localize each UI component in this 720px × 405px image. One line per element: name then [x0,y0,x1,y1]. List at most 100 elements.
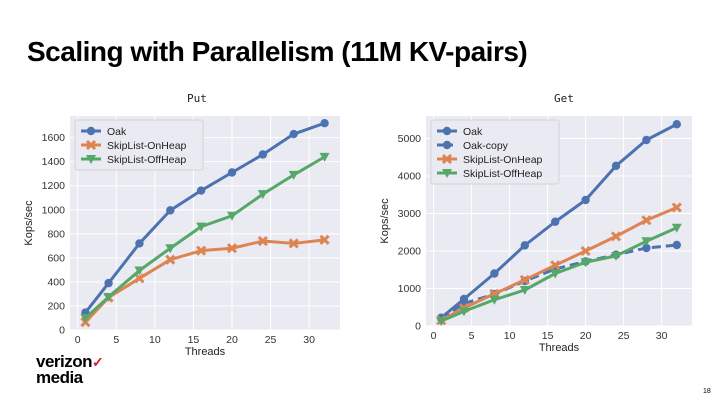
data-point [135,239,144,248]
legend-marker [442,140,452,150]
data-point [550,269,561,279]
data-point [611,161,621,171]
page-number: 18 [703,388,711,395]
x-tick-label: 5 [113,334,119,346]
legend-box [430,119,560,185]
data-point [672,120,681,129]
legend-label: SkipList-OffHeap [107,154,186,166]
data-point [288,170,299,180]
legend-label: Oak [107,126,127,138]
legend-marker [85,139,97,151]
data-point [551,217,560,226]
legend-box [74,119,204,171]
data-point [320,119,329,128]
data-point [610,231,622,242]
data-point [196,186,206,195]
legend-label: Oak [463,126,483,138]
slide-title: Scaling with Parallelism (11M KV-pairs) [27,36,528,67]
x-tick-label: 25 [618,330,630,342]
y-tick-label: 5000 [398,133,422,145]
data-point [490,269,499,278]
data-point [258,150,268,159]
check-icon: ✓ [92,354,104,370]
data-point [520,241,529,250]
data-point [289,129,298,139]
series-skiplist-offheap [80,152,330,323]
y-tick-label: 800 [47,228,65,240]
data-point [642,135,651,145]
data-point [227,168,237,177]
legend-label: Oak-copy [463,140,509,152]
y-axis-label: Kops/sec [379,198,391,244]
legend: Oak SkipList-OnHeap SkipList-OffHeap [74,119,204,171]
chart-title: Put [187,92,207,105]
data-point [436,317,447,327]
data-point [671,202,682,213]
legend: Oak Oak-copy SkipList-OnHeap SkipList-OffHe… [430,119,560,185]
x-tick-label: 10 [149,334,161,346]
data-point [165,254,176,265]
legend-label: SkipList-OnHeap [463,154,543,166]
y-tick-label: 1000 [42,204,66,216]
data-point [550,260,561,271]
data-point [257,235,268,247]
y-tick-label: 0 [415,321,421,333]
data-point [611,251,621,261]
brand-line-1: verizon [36,352,93,371]
y-tick-label: 0 [59,325,65,337]
y-tick-label: 1200 [42,180,66,192]
chart-title: Get [554,92,574,105]
series-oak [437,120,681,322]
x-tick-label: 30 [656,330,668,342]
data-point [671,223,682,233]
data-point [103,292,114,302]
legend-marker [86,126,96,136]
x-axis-label: Threads [185,346,226,358]
legend-label: SkipList-OnHeap [107,140,187,152]
data-point [196,222,207,232]
y-tick-label: 1400 [42,156,66,168]
legend-marker [442,126,452,136]
series-skiplist-offheap [436,223,682,327]
y-tick-label: 400 [47,276,65,288]
series-oak [81,119,329,317]
data-point [257,190,268,200]
legend-marker [442,169,452,178]
data-point [134,266,145,276]
x-tick-label: 30 [303,334,315,346]
y-tick-label: 600 [47,252,65,264]
legend-label: SkipList-OffHeap [463,168,542,180]
data-point [288,238,299,249]
brand-line-2: media [36,368,83,387]
data-point [672,240,681,250]
data-point [519,286,530,295]
data-point [166,206,175,215]
data-point [489,295,500,305]
x-tick-label: 10 [504,330,516,342]
y-tick-label: 3000 [398,208,422,220]
data-point [319,234,330,245]
data-point [104,278,113,288]
data-point [580,245,591,257]
x-axis-label: Threads [539,342,580,354]
y-tick-label: 1600 [42,132,66,144]
x-tick-label: 15 [188,334,200,346]
data-point [641,215,652,226]
data-point [165,244,176,254]
data-point [459,307,469,317]
data-point [134,273,145,284]
x-tick-label: 15 [542,330,554,342]
x-tick-label: 20 [580,330,592,342]
data-point [519,274,530,285]
y-tick-label: 2000 [398,246,422,258]
data-point [580,258,591,268]
x-tick-label: 0 [431,330,437,342]
legend-marker [86,155,96,164]
data-point [226,243,238,254]
y-axis-label: Kops/sec [23,200,35,246]
data-point [319,152,330,162]
data-point [80,313,91,323]
y-tick-label: 1000 [398,283,422,295]
y-tick-label: 200 [47,300,65,312]
data-point [641,237,652,247]
